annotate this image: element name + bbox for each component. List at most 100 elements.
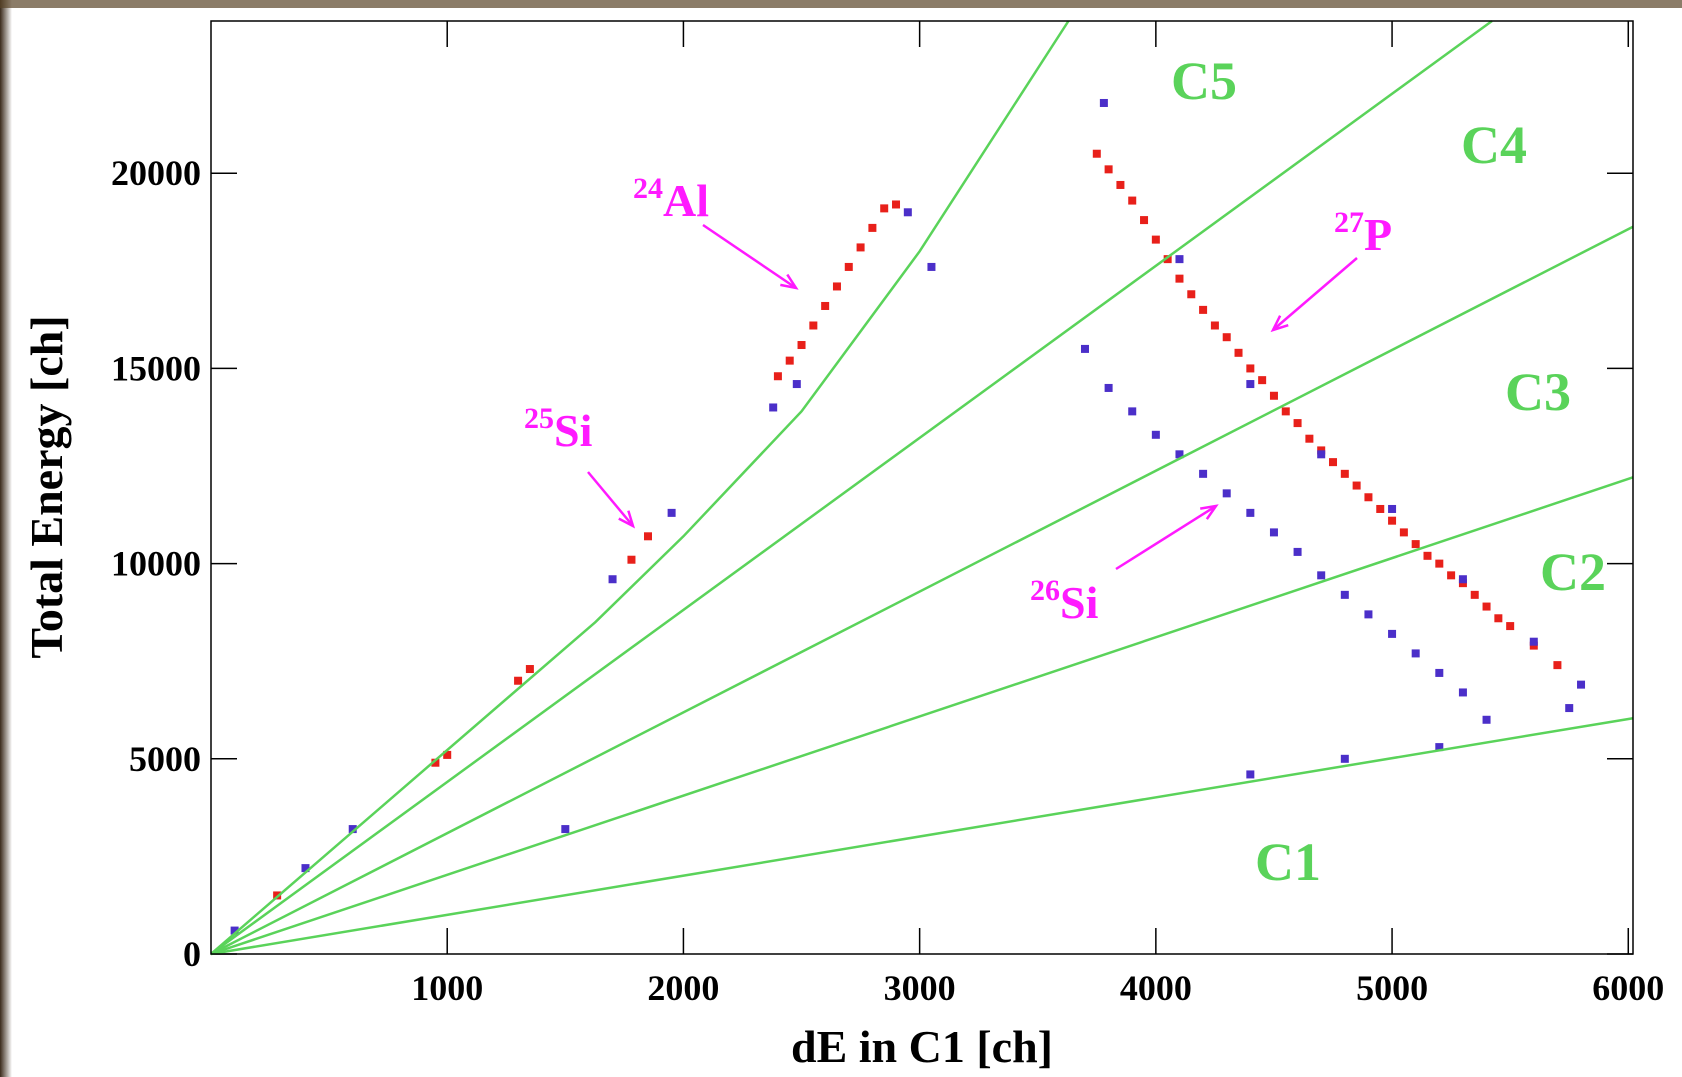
data-point [809,321,818,330]
data-point [1187,290,1196,299]
data-point [1482,715,1491,724]
data-point [1163,255,1172,264]
element-symbol: Si [554,405,593,456]
data-point [903,208,912,217]
data-point [792,380,801,389]
data-point [1458,575,1467,584]
data-point [1565,704,1574,713]
data-point [797,341,806,350]
cut-line [210,225,1634,956]
data-point [821,301,830,310]
data-point [1175,450,1184,459]
data-point [608,575,617,584]
data-point [1222,333,1231,342]
data-point [1340,469,1349,478]
y-axis-title: Total Energy [ch] [21,315,72,658]
y-tick-label: 15000 [111,348,201,388]
data-point [1340,590,1349,599]
arrow-head [780,273,799,290]
x-tick-label: 2000 [647,968,719,1008]
data-point [1506,622,1515,631]
data-point [1293,547,1302,556]
data-point [1246,364,1255,373]
data-point [892,200,901,209]
data-point [1411,649,1420,658]
y-tick-label: 10000 [111,544,201,584]
cut-line [210,476,1634,956]
data-point [1364,493,1373,502]
y-tick-label: 20000 [111,153,201,193]
data-point [1222,489,1231,498]
data-point [1175,255,1184,264]
data-point [1246,770,1255,779]
data-point [1435,559,1444,568]
data-point [643,532,652,541]
data-point [1577,680,1586,689]
data-point [1128,196,1137,205]
data-point [1099,98,1108,107]
data-point [514,676,523,685]
data-point [1092,149,1101,158]
data-point [1116,180,1125,189]
data-point [1246,508,1255,517]
x-tick-label: 5000 [1356,968,1428,1008]
data-point [1234,348,1243,357]
mass-number: 27 [1334,206,1364,239]
data-point [1553,661,1562,670]
data-point [667,508,676,517]
data-point [1317,450,1326,459]
plot-frame [210,20,1634,955]
data-point [1447,571,1456,580]
data-point [856,243,865,252]
x-axis-title: dE in C1 [ch] [791,1021,1053,1072]
data-point [1199,305,1208,314]
data-point [1399,528,1408,537]
data-point [1388,629,1397,638]
data-point [1411,540,1420,549]
region-label: C3 [1505,362,1571,422]
arrow-head [1200,504,1219,520]
data-point [1281,407,1290,416]
data-point [1104,383,1113,392]
data-point [1210,321,1219,330]
data-point [230,926,239,935]
element-symbol: Si [1060,577,1099,628]
element-symbol: P [1364,209,1392,260]
data-point [1435,743,1444,752]
element-symbol: Al [663,175,709,226]
x-tick-label: 4000 [1120,968,1192,1008]
data-point [868,223,877,232]
arrow-head [1270,315,1289,333]
data-point [1423,551,1432,560]
data-point [301,864,310,873]
region-label: C2 [1540,542,1606,602]
data-point [1140,216,1149,225]
data-point [1269,528,1278,537]
data-point [927,262,936,271]
data-point [1175,274,1184,283]
cut-line [210,19,1493,956]
data-point [1529,637,1538,646]
data-point [769,403,778,412]
mass-number: 25 [524,402,554,435]
data-point [1151,430,1160,439]
data-point [627,555,636,564]
data-point [1104,165,1113,174]
data-point [773,372,782,381]
data-point [844,262,853,271]
data-point [443,750,452,759]
data-point [1470,590,1479,599]
y-tick-label: 5000 [129,739,201,779]
data-point [561,825,570,834]
x-tick-label: 1000 [411,968,483,1008]
y-tick-label: 0 [183,934,201,974]
data-point [1435,668,1444,677]
cut-line [210,716,1634,956]
arrow-shaft [1115,504,1217,571]
data-point [1458,688,1467,697]
arrow-shaft [587,471,634,527]
arrow-shaft [702,223,797,290]
isotope-label: 26Si [1030,574,1099,628]
